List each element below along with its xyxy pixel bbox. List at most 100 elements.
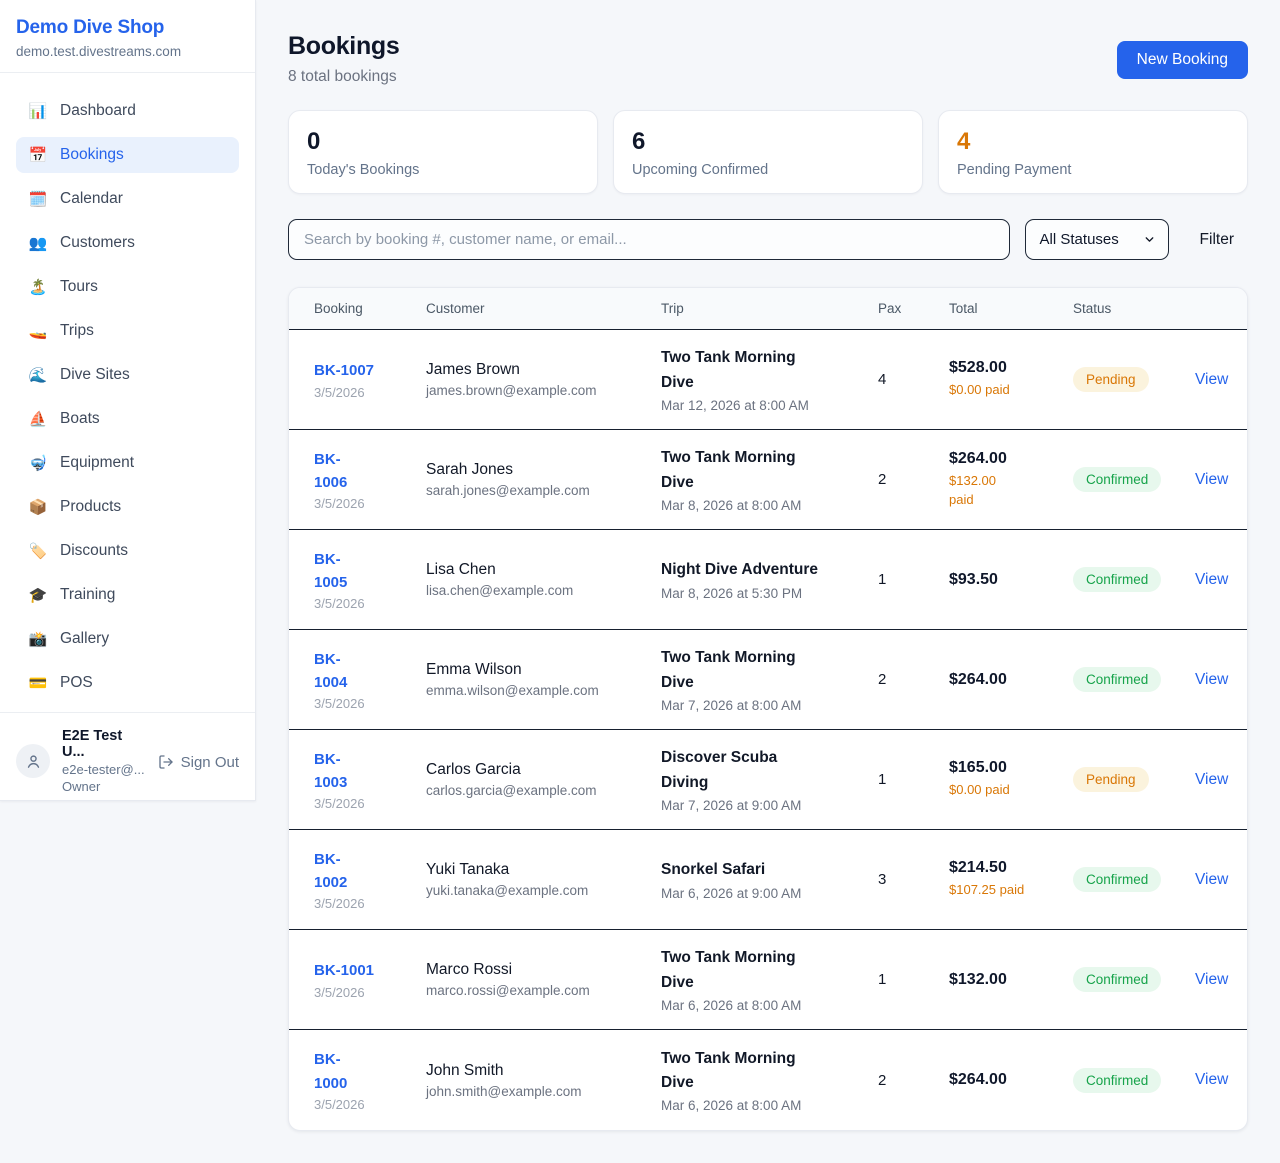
sidebar-item-customers[interactable]: 👥 Customers [16,225,239,261]
booking-id-link[interactable]: BK- 1002 [314,850,348,891]
total-cell: $264.00 $132.00 paid [949,450,1073,510]
status-badge: Confirmed [1073,667,1162,692]
filter-button[interactable]: Filter [1184,231,1248,249]
customer-cell: James Brown james.brown@example.com [426,361,661,398]
speedboat-icon: 🚤 [28,322,48,340]
booking-id-link[interactable]: BK-1001 [314,962,375,980]
view-link[interactable]: View [1195,770,1229,788]
sidebar-item-boats[interactable]: ⛵ Boats [16,401,239,437]
spiral-calendar-icon: 🗓️ [28,190,48,208]
stats-row: 0 Today's Bookings 6 Upcoming Confirmed 4 Pen… [288,110,1248,194]
actions-cell: View [1195,771,1247,789]
sidebar-item-trips[interactable]: 🚤 Trips [16,313,239,349]
status-badge: Confirmed [1073,567,1162,592]
sidebar-item-equipment[interactable]: 🤿 Equipment [16,445,239,481]
booking-date: 3/5/2026 [314,796,365,812]
total-cell: $528.00 $0.00 paid [949,359,1073,400]
total-cell: $93.50 [949,571,1073,589]
view-link[interactable]: View [1195,670,1229,688]
tag-icon: 🏷️ [28,542,48,560]
booking-date: 3/5/2026 [314,984,365,1000]
calendar-icon: 📅 [28,146,48,164]
booking-id-link[interactable]: BK- 1006 [314,450,348,491]
status-badge: Confirmed [1073,467,1162,492]
booking-cell: BK- 1006 3/5/2026 [314,448,426,512]
total-amount: $264.00 [949,449,1007,467]
trip-name: Snorkel Safari [661,861,766,879]
view-link[interactable]: View [1195,470,1229,488]
booking-id-link[interactable]: BK- 1005 [314,550,348,591]
paid-amount: $132.00 paid [949,472,996,507]
status-cell: Confirmed [1073,567,1195,592]
trip-datetime: Mar 6, 2026 at 9:00 AM [661,885,802,901]
status-cell: Pending [1073,367,1195,392]
status-filter-value: All Statuses [1039,231,1119,248]
sidebar-item-tours[interactable]: 🏝️ Tours [16,269,239,305]
booking-id-link[interactable]: BK- 1004 [314,650,348,691]
pax-cell: 1 [878,771,887,788]
search-input[interactable] [288,219,1010,260]
view-link[interactable]: View [1195,570,1229,588]
sidebar-item-products[interactable]: 📦 Products [16,489,239,525]
booking-cell: BK- 1002 3/5/2026 [314,848,426,912]
sidebar-item-training[interactable]: 🎓 Training [16,577,239,613]
status-cell: Pending [1073,767,1195,792]
booking-id-link[interactable]: BK- 1003 [314,750,348,791]
trip-cell: Two Tank Morning Dive Mar 7, 2026 at 8:00 … [661,646,878,712]
paid-amount: $0.00 paid [949,782,1010,798]
booking-id-link[interactable]: BK-1007 [314,362,375,380]
view-link[interactable]: View [1195,370,1229,388]
table-body: BK-1007 3/5/2026 James Brown james.brown@ex… [289,330,1247,1130]
credit-card-icon: 💳 [28,674,48,692]
column-header-booking: Booking [314,301,363,316]
column-header-trip: Trip [661,301,684,316]
booking-id-link[interactable]: BK- 1000 [314,1051,348,1092]
pax-cell: 1 [878,971,887,988]
sidebar-item-bookings[interactable]: 📅 Bookings [16,137,239,173]
booking-date: 3/5/2026 [314,596,365,612]
customer-name: Carlos Garcia [426,761,521,778]
trip-cell: Discover Scuba Diving Mar 7, 2026 at 9:00 … [661,746,878,812]
view-link[interactable]: View [1195,1071,1229,1088]
customer-cell: Carlos Garcia carlos.garcia@example.com [426,761,661,798]
sidebar-item-label: Customers [60,234,135,251]
sidebar-item-dashboard[interactable]: 📊 Dashboard [16,93,239,129]
actions-cell: View [1195,971,1247,989]
user-name: E2E Test U... [62,728,123,760]
table-row: BK- 1004 3/5/2026 Emma Wilson emma.wilson@ex… [289,630,1247,730]
total-bookings-count: 8 total bookings [288,68,397,85]
new-booking-button[interactable]: New Booking [1116,41,1248,79]
status-badge: Pending [1073,767,1149,792]
status-cell: Confirmed [1073,867,1195,892]
sidebar-item-pos[interactable]: 💳 POS [16,665,239,701]
sign-out-label: Sign Out [180,753,239,771]
view-link[interactable]: View [1195,970,1229,988]
sidebar: Demo Dive Shop demo.test.divestreams.com… [0,0,256,801]
total-cell: $165.00 $0.00 paid [949,759,1073,800]
sidebar-item-discounts[interactable]: 🏷️ Discounts [16,533,239,569]
total-amount: $528.00 [949,359,1007,377]
sidebar-item-label: Dive Sites [60,366,130,383]
sidebar-item-dive-sites[interactable]: 🌊 Dive Sites [16,357,239,393]
sidebar-item-calendar[interactable]: 🗓️ Calendar [16,181,239,217]
trip-name: Discover Scuba Diving [661,749,778,791]
view-link[interactable]: View [1195,870,1229,888]
sign-out-button[interactable]: Sign Out [158,754,239,771]
person-icon [25,753,42,770]
total-cell: $264.00 [949,1071,1073,1089]
trip-name: Two Tank Morning Dive [661,649,796,691]
trip-datetime: Mar 8, 2026 at 8:00 AM [661,497,802,513]
trip-name: Two Tank Morning Dive [661,449,796,491]
actions-cell: View [1195,571,1247,589]
camera-icon: 📸 [28,630,48,648]
booking-cell: BK-1001 3/5/2026 [314,959,426,999]
customer-email: lisa.chen@example.com [426,583,574,598]
pax-cell: 2 [878,1071,887,1089]
sidebar-item-gallery[interactable]: 📸 Gallery [16,621,239,657]
total-cell: $132.00 [949,971,1073,989]
avatar [16,744,50,778]
customer-email: yuki.tanaka@example.com [426,883,589,898]
status-filter-select[interactable]: All Statuses [1024,219,1169,260]
table-row: BK- 1003 3/5/2026 Carlos Garcia carlos.garci… [289,730,1247,830]
sailboat-icon: ⛵ [28,410,48,428]
